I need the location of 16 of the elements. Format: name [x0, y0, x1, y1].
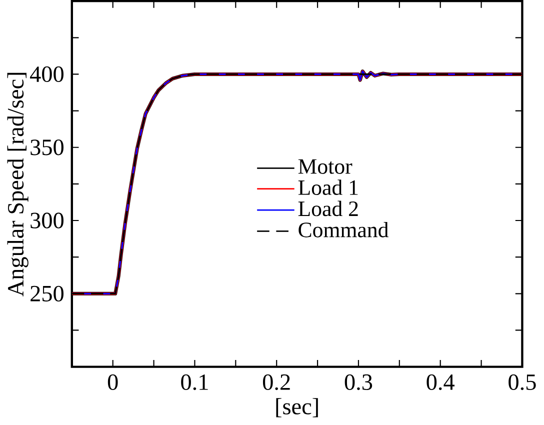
y-axis-title: Angular Speed [rad/sec]	[7, 73, 28, 297]
legend-label: Command	[298, 222, 388, 238]
x-tick-label: 0.5	[508, 374, 536, 390]
x-tick-label: 0.1	[181, 374, 208, 390]
x-axis-title: [sec]	[276, 398, 318, 418]
y-tick-label: 400	[30, 66, 64, 82]
y-tick-label: 350	[30, 140, 64, 156]
legend-label: Load 2	[298, 201, 358, 216]
y-tick-label: 250	[30, 286, 64, 302]
x-tick-label: 0	[108, 374, 118, 390]
y-tick-label: 300	[30, 212, 64, 229]
x-tick-label: 0.4	[426, 374, 454, 390]
x-tick-label: 0.2	[262, 374, 290, 390]
legend-label: Load 1	[298, 180, 358, 196]
x-tick-label: 0.3	[344, 374, 372, 390]
legend-label: Motor	[298, 160, 352, 174]
